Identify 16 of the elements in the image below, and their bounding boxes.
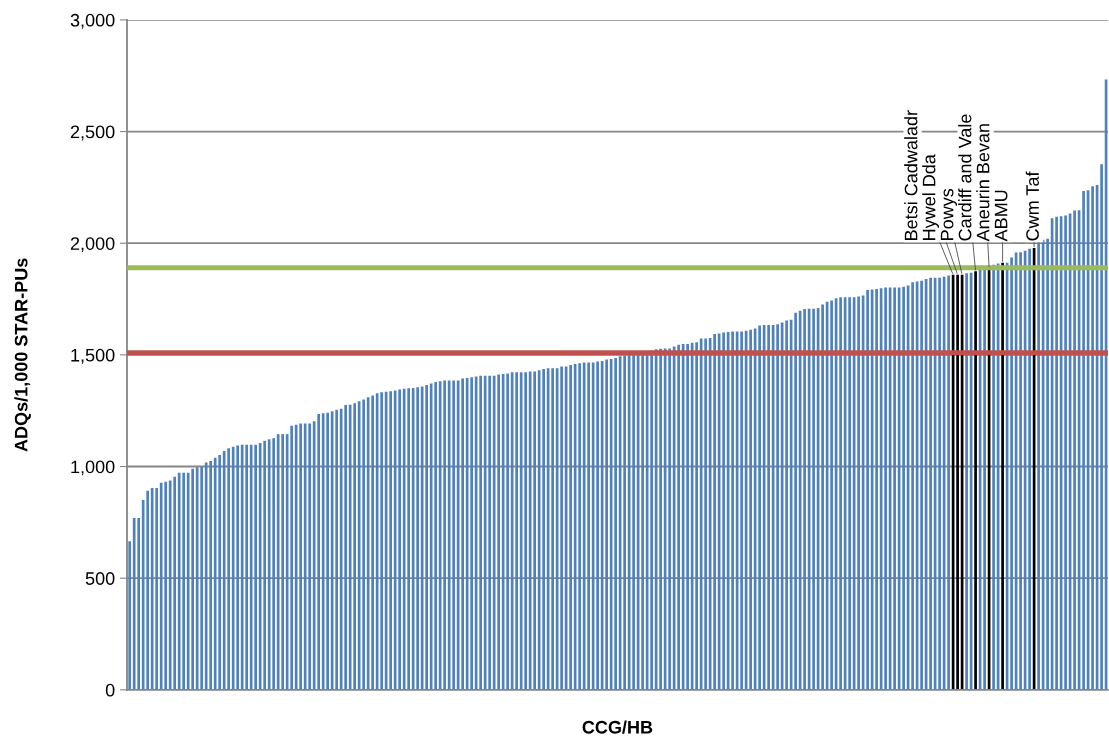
y-tick-label: 2,000: [70, 237, 115, 253]
data-label: Cardiff and Vale: [958, 114, 972, 241]
data-label: Powys: [940, 188, 958, 240]
x-axis-title: CCG/HB: [582, 720, 653, 734]
y-tick-label: 2,500: [70, 125, 115, 141]
data-label: Cwm Taf: [1025, 171, 1039, 241]
y-tick-label: 500: [85, 572, 115, 585]
y-tick-label: 1,000: [71, 460, 115, 476]
y-tick-label: 3,000: [70, 13, 115, 29]
data-label: Hywel Dda: [922, 154, 940, 240]
y-tick-label: 1,500: [71, 348, 115, 364]
data-label: Betsi Cadwaladr: [904, 110, 918, 240]
data-label: Aneurin Bevan: [976, 124, 990, 242]
y-axis-title: ADQs/1,000 STAR-PUs: [14, 258, 31, 452]
data-label: ABMU: [994, 190, 1008, 242]
y-tick-label: 0: [105, 683, 115, 697]
